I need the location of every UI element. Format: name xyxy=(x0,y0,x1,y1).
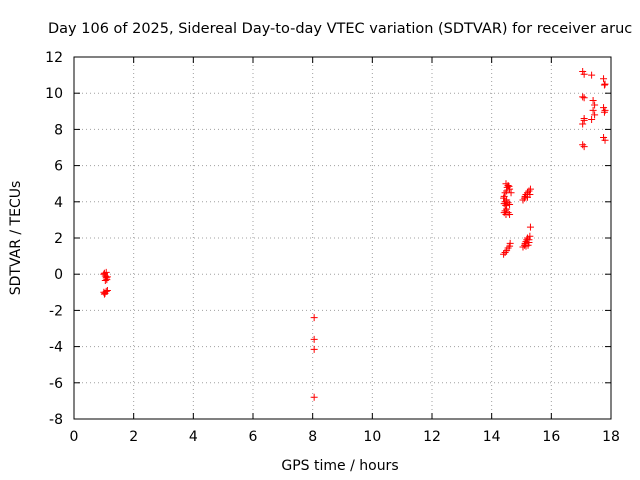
data-point xyxy=(580,70,588,78)
data-point xyxy=(588,71,596,79)
data-point xyxy=(501,189,509,197)
x-tick-label: 18 xyxy=(602,429,620,445)
data-point xyxy=(502,210,510,218)
data-point xyxy=(507,189,515,197)
data-point xyxy=(502,201,510,209)
data-point xyxy=(103,286,111,294)
data-point xyxy=(101,277,109,285)
x-tick-label: 6 xyxy=(249,429,258,445)
data-point xyxy=(522,242,530,250)
grid xyxy=(74,57,611,419)
data-point xyxy=(500,200,508,208)
data-point xyxy=(506,201,514,209)
data-point xyxy=(525,236,533,244)
x-tick-label: 16 xyxy=(542,429,560,445)
data-point xyxy=(601,136,609,144)
data-point xyxy=(600,81,608,89)
data-point xyxy=(580,94,588,102)
data-point xyxy=(601,106,609,114)
data-point xyxy=(103,273,111,281)
data-point xyxy=(102,268,110,276)
data-point xyxy=(579,141,587,149)
data-point xyxy=(500,250,508,258)
data-point xyxy=(500,194,508,202)
data-point xyxy=(525,187,533,195)
data-point xyxy=(504,244,512,252)
y-tick-label: 4 xyxy=(54,195,63,211)
y-tick-label: 6 xyxy=(54,159,63,175)
y-tick-label: 12 xyxy=(45,50,63,66)
data-point xyxy=(600,75,608,83)
x-axis-label: GPS time / hours xyxy=(281,458,398,474)
data-point xyxy=(523,193,531,201)
y-axis-label: SDTVAR / TECUs xyxy=(8,181,24,296)
x-tick-label: 4 xyxy=(189,429,198,445)
data-point xyxy=(591,111,599,119)
data-point xyxy=(501,207,509,215)
data-point xyxy=(506,239,514,247)
data-point xyxy=(526,185,534,193)
x-tick-label: 14 xyxy=(483,429,501,445)
data-point xyxy=(503,205,511,213)
chart-title: Day 106 of 2025, Sidereal Day-to-day VTE… xyxy=(48,21,632,37)
y-tick-label: 10 xyxy=(45,86,63,102)
data-point xyxy=(310,345,318,353)
x-tick-label: 12 xyxy=(423,429,441,445)
data-point xyxy=(501,248,509,256)
data-point xyxy=(501,198,509,206)
data-point xyxy=(579,120,587,128)
data-points xyxy=(100,67,609,401)
y-tick-label: 0 xyxy=(54,267,63,283)
y-tick-label: 2 xyxy=(54,231,63,247)
data-point xyxy=(526,232,534,240)
data-point xyxy=(310,335,318,343)
y-tick-label: -4 xyxy=(49,340,63,356)
data-point xyxy=(580,116,588,124)
data-point xyxy=(600,108,608,116)
x-tick-label: 8 xyxy=(308,429,317,445)
data-point xyxy=(503,187,511,195)
x-tick-label: 10 xyxy=(363,429,381,445)
data-point xyxy=(100,290,108,298)
axis-ticks: 0 2 4 6 8 10 12 14 16 18 -8 -6 -4 -2 0 2 4 6 8 10 12 xyxy=(45,50,620,445)
y-tick-label: 8 xyxy=(54,122,63,138)
data-point xyxy=(519,196,527,204)
data-point xyxy=(591,101,599,109)
data-point xyxy=(579,93,587,101)
x-tick-label: 2 xyxy=(129,429,138,445)
y-tick-label: -6 xyxy=(49,376,63,392)
data-point xyxy=(589,96,597,104)
data-point xyxy=(580,143,588,151)
y-tick-label: -2 xyxy=(49,303,63,319)
data-point xyxy=(310,314,318,322)
data-point xyxy=(519,243,527,251)
data-point xyxy=(520,194,528,202)
data-point xyxy=(588,115,596,123)
x-tick-label: 0 xyxy=(70,429,79,445)
data-point xyxy=(601,80,609,88)
data-point xyxy=(500,192,508,200)
data-point xyxy=(310,393,318,401)
data-point xyxy=(589,106,597,114)
data-point xyxy=(505,182,513,190)
data-point xyxy=(526,223,534,231)
y-tick-label: -8 xyxy=(49,412,63,428)
